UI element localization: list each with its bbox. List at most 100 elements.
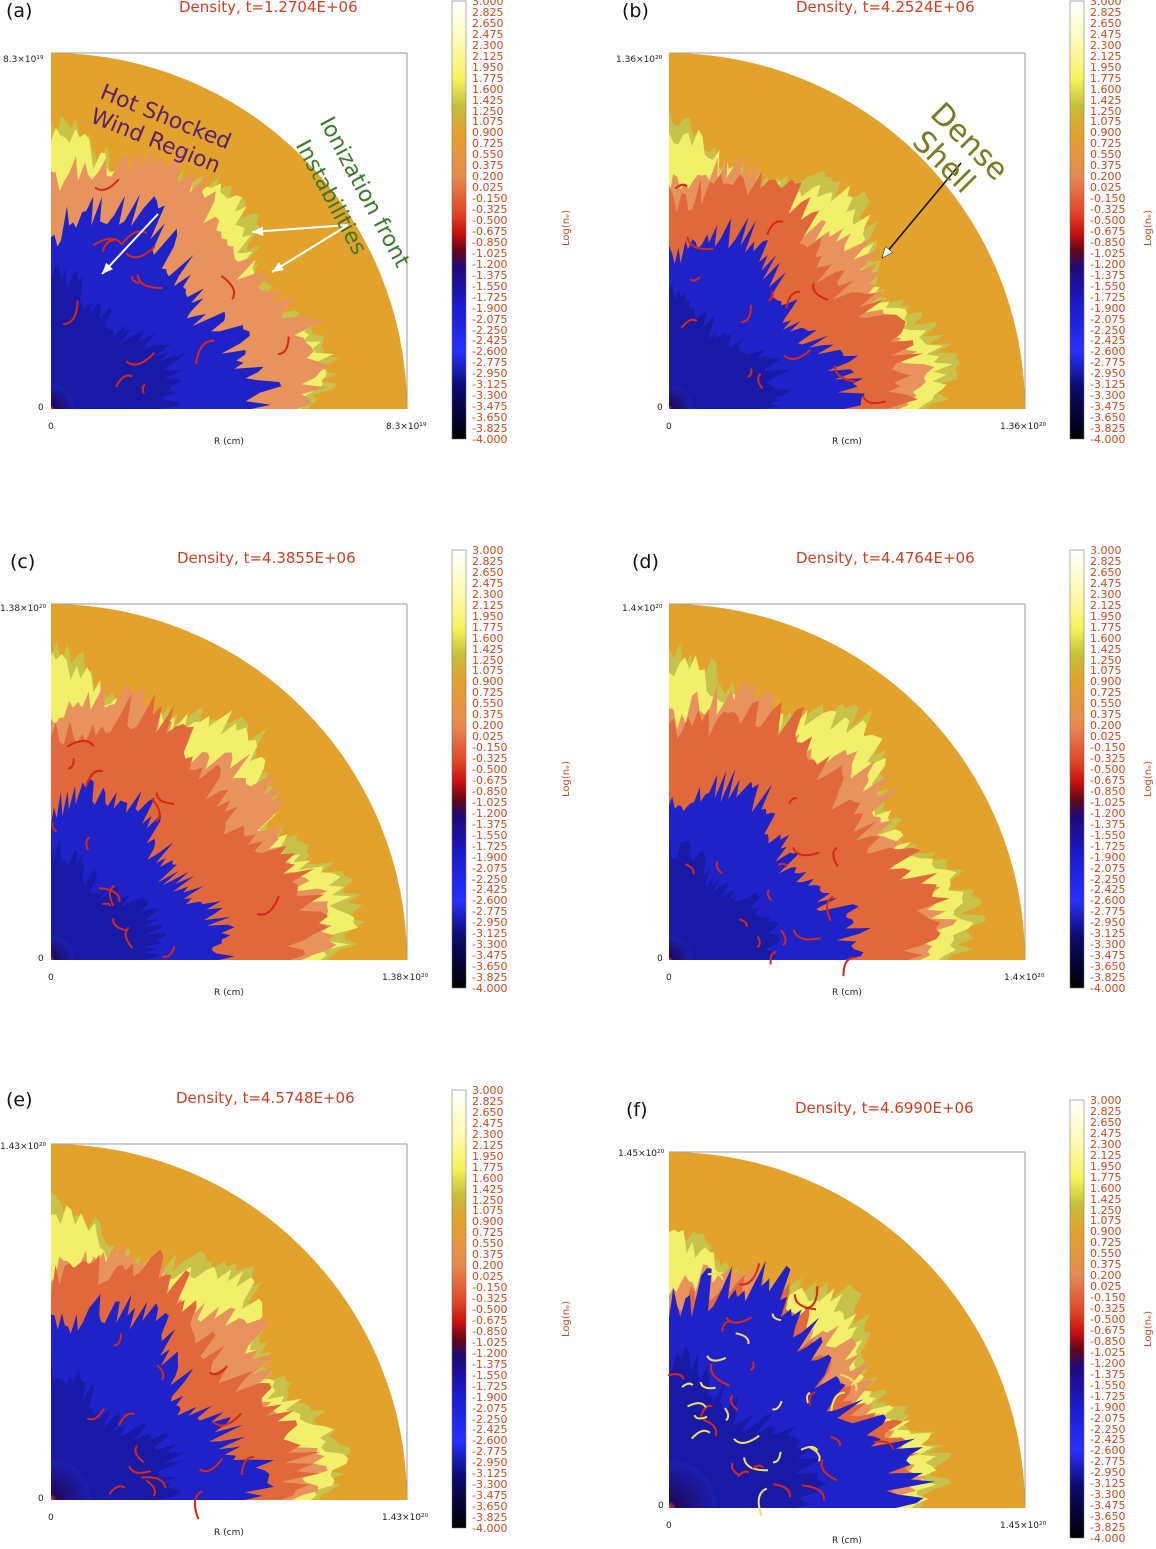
y-tick-top-b: 1.36×10²⁰: [616, 55, 663, 65]
colorbar-label-f: Log(nₑ): [1143, 1310, 1154, 1347]
instability-streak: [681, 1382, 694, 1388]
chart-title-a: Density, t=1.2704E+06: [179, 0, 358, 16]
central-source: [669, 936, 693, 960]
colorbar-tick-label: -3.300: [1090, 938, 1126, 952]
colorbar-label-b: Log(nₑ): [1143, 209, 1154, 246]
instability-streak: [209, 1365, 228, 1376]
colorbar-tick-label: 0.900: [472, 675, 504, 689]
colorbar-tick-label: 0.200: [472, 1259, 504, 1273]
central-source: [51, 936, 75, 960]
instability-streak: [706, 1355, 727, 1362]
colorbar-tick-label: 2.650: [472, 16, 504, 30]
instability-streak: [92, 237, 123, 247]
instability-streak: [808, 1391, 816, 1406]
colorbar-tick-label: -0.675: [472, 224, 508, 238]
instability-streak: [84, 769, 103, 788]
colorbar-tick-label: -3.300: [472, 1478, 508, 1492]
colorbar-tick-label: -2.950: [472, 916, 508, 930]
colorbar-tick-label: -2.250: [472, 323, 508, 337]
colorbar-tick-label: -2.950: [472, 1456, 508, 1470]
colorbar-tick-label: 3.000: [1090, 544, 1122, 557]
instability-streak: [156, 1364, 165, 1381]
colorbar-tick-label: 2.650: [1090, 1115, 1122, 1129]
colorbar-tick-label: 1.600: [472, 631, 504, 645]
colorbar: [1069, 0, 1085, 440]
colorbar-tick-label: -2.600: [1090, 345, 1126, 359]
colorbar-tick-label: -1.900: [1090, 301, 1126, 315]
instability-streak: [812, 283, 829, 301]
colorbar-tick-label: 1.425: [1090, 1192, 1122, 1206]
chart-title-d: Density, t=4.4764E+06: [796, 549, 975, 567]
colorbar-tick-label: 2.300: [1090, 1137, 1122, 1151]
central-source: [51, 385, 75, 409]
instability-streak: [757, 373, 764, 390]
colorbar-tick-label: -1.550: [472, 828, 508, 842]
instability-streak: [806, 1391, 811, 1404]
colorbar-tick-label: 1.425: [472, 1182, 504, 1196]
instability-streak: [134, 1445, 145, 1464]
instability-streak: [108, 884, 116, 907]
instability-streak: [724, 1407, 730, 1422]
colorbar-tick-label: -2.950: [472, 367, 508, 381]
instability-streak: [68, 758, 75, 770]
colorbar-tick-label: 1.950: [1090, 609, 1122, 623]
colorbar-tick-label: -1.375: [472, 1357, 508, 1371]
colorbar-tick-label: -1.900: [472, 1390, 508, 1404]
colorbar-tick-label: -1.550: [1090, 828, 1126, 842]
colorbar-tick-label: -3.475: [472, 949, 508, 963]
instability-streak: [118, 1412, 135, 1426]
colorbar-tick-label: -3.825: [1090, 1521, 1126, 1535]
colorbar: [451, 0, 467, 440]
colorbar-tick-label: -3.475: [1090, 400, 1126, 414]
colorbar-tick-label: -3.650: [1090, 960, 1126, 974]
instability-streak: [773, 1483, 791, 1498]
plot-area-a: [51, 0, 467, 440]
arrow-head: [102, 262, 113, 274]
colorbar-tick-label: 0.725: [1090, 1236, 1122, 1250]
colorbar-tick-label: 1.600: [1090, 1181, 1122, 1195]
instability-streak: [702, 1418, 718, 1437]
instability-streak: [86, 1408, 105, 1421]
plot-area-f: [667, 1099, 1085, 1539]
colorbar-tick-label: 0.375: [472, 708, 504, 722]
x-tick-max-b: 1.36×10²⁰: [1000, 422, 1047, 432]
colorbar-tick-label: 2.125: [472, 1138, 504, 1152]
instability-streak: [772, 1400, 783, 1411]
cavity-inner: [669, 282, 793, 409]
colorbar-tick-label: 1.950: [472, 1149, 504, 1163]
colorbar-tick-label: -0.500: [472, 214, 508, 227]
colorbar-tick-label: -3.650: [472, 960, 508, 974]
colorbar-label-e: Log(nₑ): [561, 1300, 572, 1337]
panel-label-c: (c): [10, 551, 36, 573]
instability-streak: [686, 236, 714, 251]
colorbar-tick-label: -3.300: [1090, 389, 1126, 403]
colorbar-tick-label: 1.075: [472, 1204, 504, 1218]
colorbar-tick-label: 3.000: [1090, 0, 1122, 8]
plot-area-d: [669, 549, 1085, 989]
colorbar-tick-label: -1.900: [1090, 1400, 1126, 1414]
instability-streak: [145, 1479, 157, 1497]
colorbar-tick-label: -0.500: [1090, 763, 1126, 776]
cavity-inner: [51, 1357, 186, 1500]
instability-streak: [674, 183, 688, 190]
instability-streak: [802, 1484, 826, 1501]
colorbar-tick-label: 0.550: [1090, 697, 1122, 711]
colorbar-tick-label: 3.000: [472, 0, 504, 8]
colorbar-tick-label: 0.025: [472, 181, 504, 195]
colorbar-tick-label: -1.725: [472, 1379, 508, 1393]
instability-streak: [108, 1485, 126, 1495]
panel-d: (d) Density, t=4.4764E+06 1.4×10²⁰ 0 0 1…: [600, 545, 1156, 1010]
colorbar: [451, 549, 467, 989]
colorbar-tick-label: -0.500: [1090, 214, 1126, 227]
colorbar-tick-label: -1.550: [472, 279, 508, 293]
plot-area-b: [669, 0, 1085, 440]
colorbar-tick-label: -4.000: [1090, 982, 1126, 995]
colorbar-tick-label: -2.775: [472, 356, 508, 370]
panel-label-a: (a): [6, 0, 33, 22]
colorbar-tick-label: 2.300: [1090, 38, 1122, 52]
colorbar-tick-label: 2.825: [1090, 554, 1122, 568]
x-tick-max-c: 1.38×10²⁰: [382, 973, 429, 983]
colorbar-tick-label: -3.825: [472, 1511, 508, 1525]
colorbar-tick-label: 1.775: [1090, 71, 1122, 85]
colorbar-tick-label: 0.900: [1090, 126, 1122, 140]
